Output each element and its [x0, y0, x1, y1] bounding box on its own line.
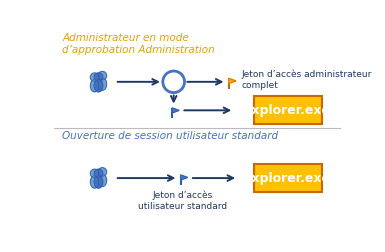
Text: Jeton d’accès
utilisateur standard: Jeton d’accès utilisateur standard [139, 191, 228, 211]
FancyBboxPatch shape [253, 97, 322, 124]
Circle shape [90, 73, 99, 81]
Polygon shape [229, 78, 236, 83]
Text: Ouverture de session utilisateur standard: Ouverture de session utilisateur standar… [62, 131, 278, 141]
Ellipse shape [90, 176, 99, 188]
Ellipse shape [94, 176, 103, 188]
Circle shape [94, 169, 103, 178]
Ellipse shape [90, 80, 99, 92]
FancyBboxPatch shape [253, 164, 322, 192]
Ellipse shape [98, 174, 107, 186]
Text: Explorer.exe: Explorer.exe [244, 172, 331, 184]
Ellipse shape [94, 80, 103, 92]
Polygon shape [172, 108, 179, 113]
Circle shape [90, 169, 99, 178]
Ellipse shape [98, 78, 107, 90]
Text: Administrateur en mode
d’approbation Administration: Administrateur en mode d’approbation Adm… [62, 33, 215, 55]
Text: Explorer.exe: Explorer.exe [244, 104, 331, 117]
Circle shape [98, 168, 107, 176]
Polygon shape [181, 175, 187, 180]
Circle shape [98, 71, 107, 80]
Circle shape [163, 71, 184, 93]
Circle shape [94, 73, 103, 81]
Text: Jeton d’accès administrateur
complet: Jeton d’accès administrateur complet [241, 69, 372, 90]
